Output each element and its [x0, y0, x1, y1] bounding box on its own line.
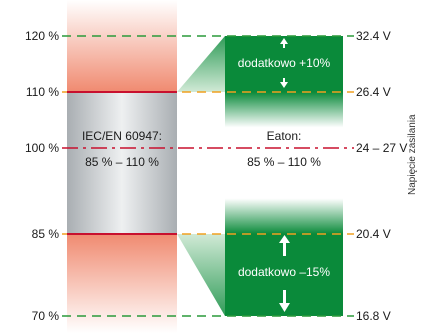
salmon-top-band [67, 0, 177, 92]
eaton-range-label: 85 % – 110 % [247, 155, 321, 169]
arrow-up-top [280, 38, 288, 48]
extra-bottom-label: dodatkowo –15% [237, 265, 331, 279]
label-110-percent: 110 % [25, 85, 59, 99]
label-16-8-volt: 16.8 V [356, 309, 391, 323]
iec-range-label: 85 % – 110 % [85, 155, 159, 169]
extra-top-label: dodatkowo +10% [237, 56, 331, 70]
label-26-4-volt: 26.4 V [356, 85, 391, 99]
label-32-4-volt: 32.4 V [356, 29, 391, 43]
grey-range-band [67, 92, 177, 234]
side-caption: Napięcie zasilania [407, 114, 418, 195]
label-120-percent: 120 % [24, 29, 59, 43]
label-24-27-volt: 24 – 27 V [356, 141, 408, 155]
funnel-top [177, 36, 225, 92]
iec-standard-label: IEC/EN 60947: [81, 129, 163, 143]
label-85-percent: 85 % [31, 227, 59, 241]
salmon-bottom-band [67, 234, 177, 333]
green-range-band [225, 92, 343, 234]
arrow-up-bottom [279, 235, 290, 256]
label-100-percent: 100 % [24, 141, 59, 155]
side-caption-clip: Napięcie zasilania [406, 95, 421, 205]
label-70-percent: 70 % [31, 309, 59, 323]
arrow-down-top [280, 78, 288, 88]
label-20-4-volt: 20.4 V [356, 227, 391, 241]
eaton-label: Eaton: [266, 129, 302, 143]
arrow-down-bottom [279, 290, 290, 312]
funnel-bottom [177, 234, 225, 316]
